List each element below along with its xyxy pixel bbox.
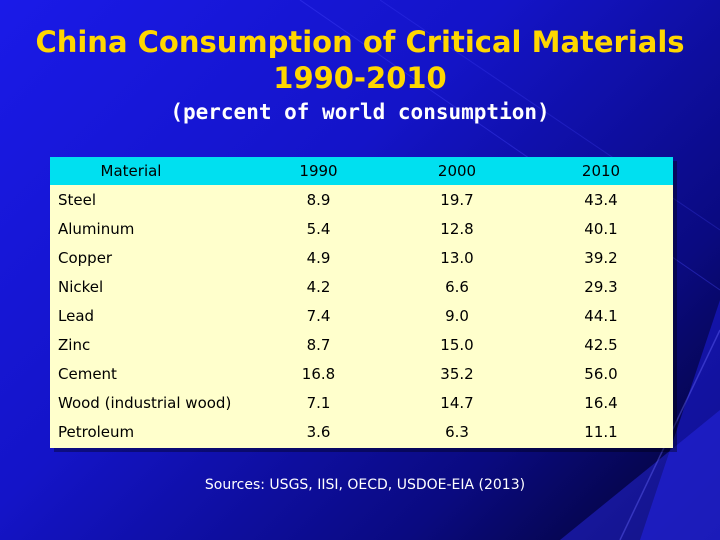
value-2010: 39.2 bbox=[584, 248, 618, 267]
header-1990: 1990 bbox=[299, 162, 338, 180]
value-2010: 11.1 bbox=[584, 422, 618, 441]
material-name: Aluminum bbox=[58, 219, 135, 238]
value-2000: 14.7 bbox=[440, 393, 474, 412]
value-1990: 4.9 bbox=[306, 248, 331, 267]
material-name: Zinc bbox=[58, 335, 91, 354]
value-2000: 6.6 bbox=[445, 277, 469, 296]
material-name: Nickel bbox=[58, 277, 104, 296]
table-row: Cement 16.8 35.2 56.0 bbox=[50, 359, 673, 388]
value-1990: 5.4 bbox=[306, 219, 331, 238]
table-row: Zinc 8.7 15.0 42.5 bbox=[50, 330, 673, 359]
value-2000: 9.0 bbox=[445, 306, 469, 325]
value-2010: 40.1 bbox=[584, 219, 618, 238]
consumption-table: Material 1990 2000 2010 Steel 8.9 19.7 4… bbox=[50, 157, 673, 446]
table-header-row: Material 1990 2000 2010 bbox=[50, 157, 673, 185]
table-row: Lead 7.4 9.0 44.1 bbox=[50, 301, 673, 330]
value-2010: 56.0 bbox=[584, 364, 618, 383]
header-2010: 2010 bbox=[581, 162, 621, 180]
table-row: Nickel 4.2 6.6 29.3 bbox=[50, 272, 673, 301]
value-2010: 44.1 bbox=[584, 306, 618, 325]
sources-note: Sources: USGS, IISI, OECD, USDOE-EIA (20… bbox=[204, 477, 526, 493]
value-2010: 29.3 bbox=[584, 277, 618, 296]
value-1990: 16.8 bbox=[301, 364, 336, 383]
value-2000: 12.8 bbox=[440, 219, 474, 238]
table-row: Wood (industrial wood) 7.1 14.7 16.4 bbox=[50, 388, 673, 417]
slide-subtitle: (percent of world consumption) bbox=[170, 100, 550, 124]
consumption-table-container: Material 1990 2000 2010 Steel 8.9 19.7 4… bbox=[50, 157, 673, 448]
table-row: Steel 8.9 19.7 43.4 bbox=[50, 185, 673, 214]
value-1990: 8.9 bbox=[306, 190, 331, 209]
value-1990: 4.2 bbox=[306, 277, 331, 296]
material-name: Lead bbox=[58, 306, 95, 325]
slide-title-line1: China Consumption of Critical Materials bbox=[35, 25, 685, 59]
value-2010: 43.4 bbox=[584, 190, 618, 209]
value-2000: 19.7 bbox=[440, 190, 474, 209]
value-2010: 16.4 bbox=[584, 393, 618, 412]
value-1990: 7.1 bbox=[306, 393, 331, 412]
material-name: Cement bbox=[58, 364, 117, 383]
material-name: Copper bbox=[58, 248, 113, 267]
value-1990: 7.4 bbox=[306, 306, 331, 325]
value-2000: 6.3 bbox=[445, 422, 469, 441]
value-1990: 3.6 bbox=[306, 422, 331, 441]
table-row: Petroleum 3.6 6.3 11.1 bbox=[50, 417, 673, 446]
header-material: Material bbox=[100, 162, 162, 180]
table-row: Aluminum 5.4 12.8 40.1 bbox=[50, 214, 673, 243]
value-2010: 42.5 bbox=[584, 335, 618, 354]
header-2000: 2000 bbox=[437, 162, 477, 180]
value-2000: 35.2 bbox=[440, 364, 474, 383]
material-name: Steel bbox=[58, 190, 97, 209]
material-name: Petroleum bbox=[58, 422, 135, 441]
slide-title-line2: 1990-2010 bbox=[273, 61, 447, 95]
slide-title: China Consumption of Critical Materials … bbox=[0, 24, 720, 96]
value-2000: 13.0 bbox=[440, 248, 474, 267]
value-2000: 15.0 bbox=[440, 335, 474, 354]
material-name: Wood (industrial wood) bbox=[58, 393, 232, 412]
value-1990: 8.7 bbox=[306, 335, 331, 354]
table-row: Copper 4.9 13.0 39.2 bbox=[50, 243, 673, 272]
